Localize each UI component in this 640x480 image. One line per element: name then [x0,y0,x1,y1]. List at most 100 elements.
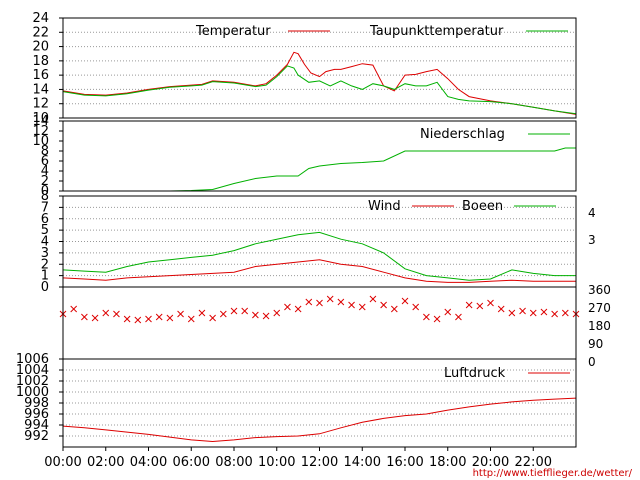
direction-point [529,309,537,317]
direction-mark [284,303,291,311]
y-tick-label: 2 [41,257,49,272]
direction-point [91,314,99,322]
x-tick-label: 08:00 [215,455,252,470]
y-tick-label: 2 [41,174,49,189]
direction-mark [551,310,558,318]
series-line-Boeen [62,231,576,281]
direction-point [230,307,238,315]
direction-mark [519,307,526,315]
direction-point [209,314,216,322]
y-tick-label: 4 [41,235,49,250]
y-tick-label: 20 [32,40,49,55]
direction-point [241,307,249,315]
direction-point [390,305,398,313]
direction-point [187,315,195,323]
direction-mark [209,314,216,322]
direction-mark [455,313,462,321]
x-tick-label: 18:00 [429,455,466,470]
direction-mark [91,314,99,322]
direction-mark [444,308,452,316]
direction-point [444,308,452,316]
y-tick-label: 14 [32,82,49,97]
direction-mark [123,315,131,323]
direction-point [401,297,409,305]
direction-mark [294,305,302,313]
direction-mark [561,309,569,317]
y-tick-label: 10 [32,134,49,149]
series-line-Wind [62,259,576,283]
y-tick-label: 1 [41,269,49,284]
direction-mark [70,305,78,313]
direction-mark [187,315,195,323]
direction-point [252,311,259,319]
direction-point [102,309,110,317]
source-url[interactable]: http://www.tiefflieger.de/wetter/ [473,468,633,479]
direction-point [81,313,88,321]
y-tick-label: 8 [41,144,49,159]
y-tick-label: 22 [32,25,49,40]
direction-mark [540,308,548,316]
direction-point [134,316,142,324]
direction-mark [423,313,430,321]
y-tick-label: 0 [41,280,49,295]
direction-point [70,305,78,313]
direction-mark [198,309,206,317]
direction-mark [219,310,227,318]
direction-mark [155,313,163,321]
y-tick-label: 10 [32,111,49,126]
x-tick-label: 22:00 [515,455,552,470]
data-layer [59,30,580,443]
direction-point [348,301,355,309]
x-tick-label: 04:00 [130,455,167,470]
y-tick-label: 16 [32,68,49,83]
frame-layer [59,17,577,451]
series-line-Niederschlag [63,147,576,192]
y-tick-label: 1002 [16,374,49,389]
direction-mark [497,305,505,313]
right-tick-label: 360 [588,283,611,297]
direction-point [465,301,473,309]
y-tick-label: 1006 [16,352,49,367]
y-tick-label: 6 [41,154,49,169]
direction-mark [433,315,441,323]
right-tick-label: 3 [588,233,596,247]
y-tick-label: 1004 [16,363,49,378]
direction-mark [145,315,152,323]
direction-mark [508,309,516,317]
right-tick-label: 180 [588,319,611,333]
direction-point [508,309,516,317]
direction-point [273,309,281,317]
direction-mark [465,301,473,309]
y-tick-label: 3 [41,246,49,261]
direction-point [369,295,377,303]
direction-point [294,305,302,313]
direction-point [284,303,291,311]
direction-point [561,309,569,317]
direction-mark [487,299,494,307]
legend-label: Taupunkttemperatur [369,24,504,39]
y-tick-label: 12 [32,97,49,112]
direction-point [540,308,548,316]
y-tick-label: 0 [41,184,49,199]
direction-mark [337,298,345,306]
right-tick-label: 90 [588,337,603,351]
y-tick-label: 14 [32,114,49,129]
y-tick-label: 994 [24,418,49,433]
panel-frame [62,120,577,192]
direction-point [262,312,270,320]
direction-mark [529,309,537,317]
y-tick-label: 992 [24,429,49,444]
direction-point [326,295,334,303]
x-tick-label: 10:00 [258,455,295,470]
direction-point [337,298,345,306]
direction-mark [476,302,484,310]
direction-mark [230,307,238,315]
direction-mark [358,303,366,311]
direction-point [155,313,163,321]
y-tick-label: 996 [24,407,49,422]
y-tick-label: 18 [32,54,49,69]
direction-point [497,305,505,313]
direction-mark [166,314,174,322]
direction-mark [113,310,120,318]
